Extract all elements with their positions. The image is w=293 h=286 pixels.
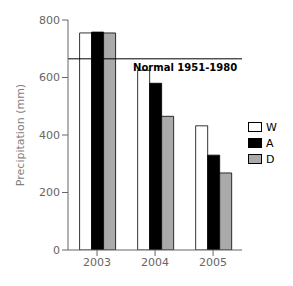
svg-text:600: 600 xyxy=(39,71,60,84)
svg-text:400: 400 xyxy=(39,129,60,142)
svg-text:2003: 2003 xyxy=(83,256,111,269)
svg-text:2004: 2004 xyxy=(141,256,169,269)
svg-text:800: 800 xyxy=(39,14,60,27)
svg-text:0: 0 xyxy=(53,244,60,257)
svg-text:200: 200 xyxy=(39,186,60,199)
svg-text:2005: 2005 xyxy=(199,256,227,269)
svg-text:Precipitation (mm): Precipitation (mm) xyxy=(14,84,27,186)
html-text:W: W xyxy=(266,120,277,134)
html-text:D: D xyxy=(266,152,275,166)
svg-text:Normal 1951-1980: Normal 1951-1980 xyxy=(133,62,237,73)
html-text:A: A xyxy=(266,136,274,150)
